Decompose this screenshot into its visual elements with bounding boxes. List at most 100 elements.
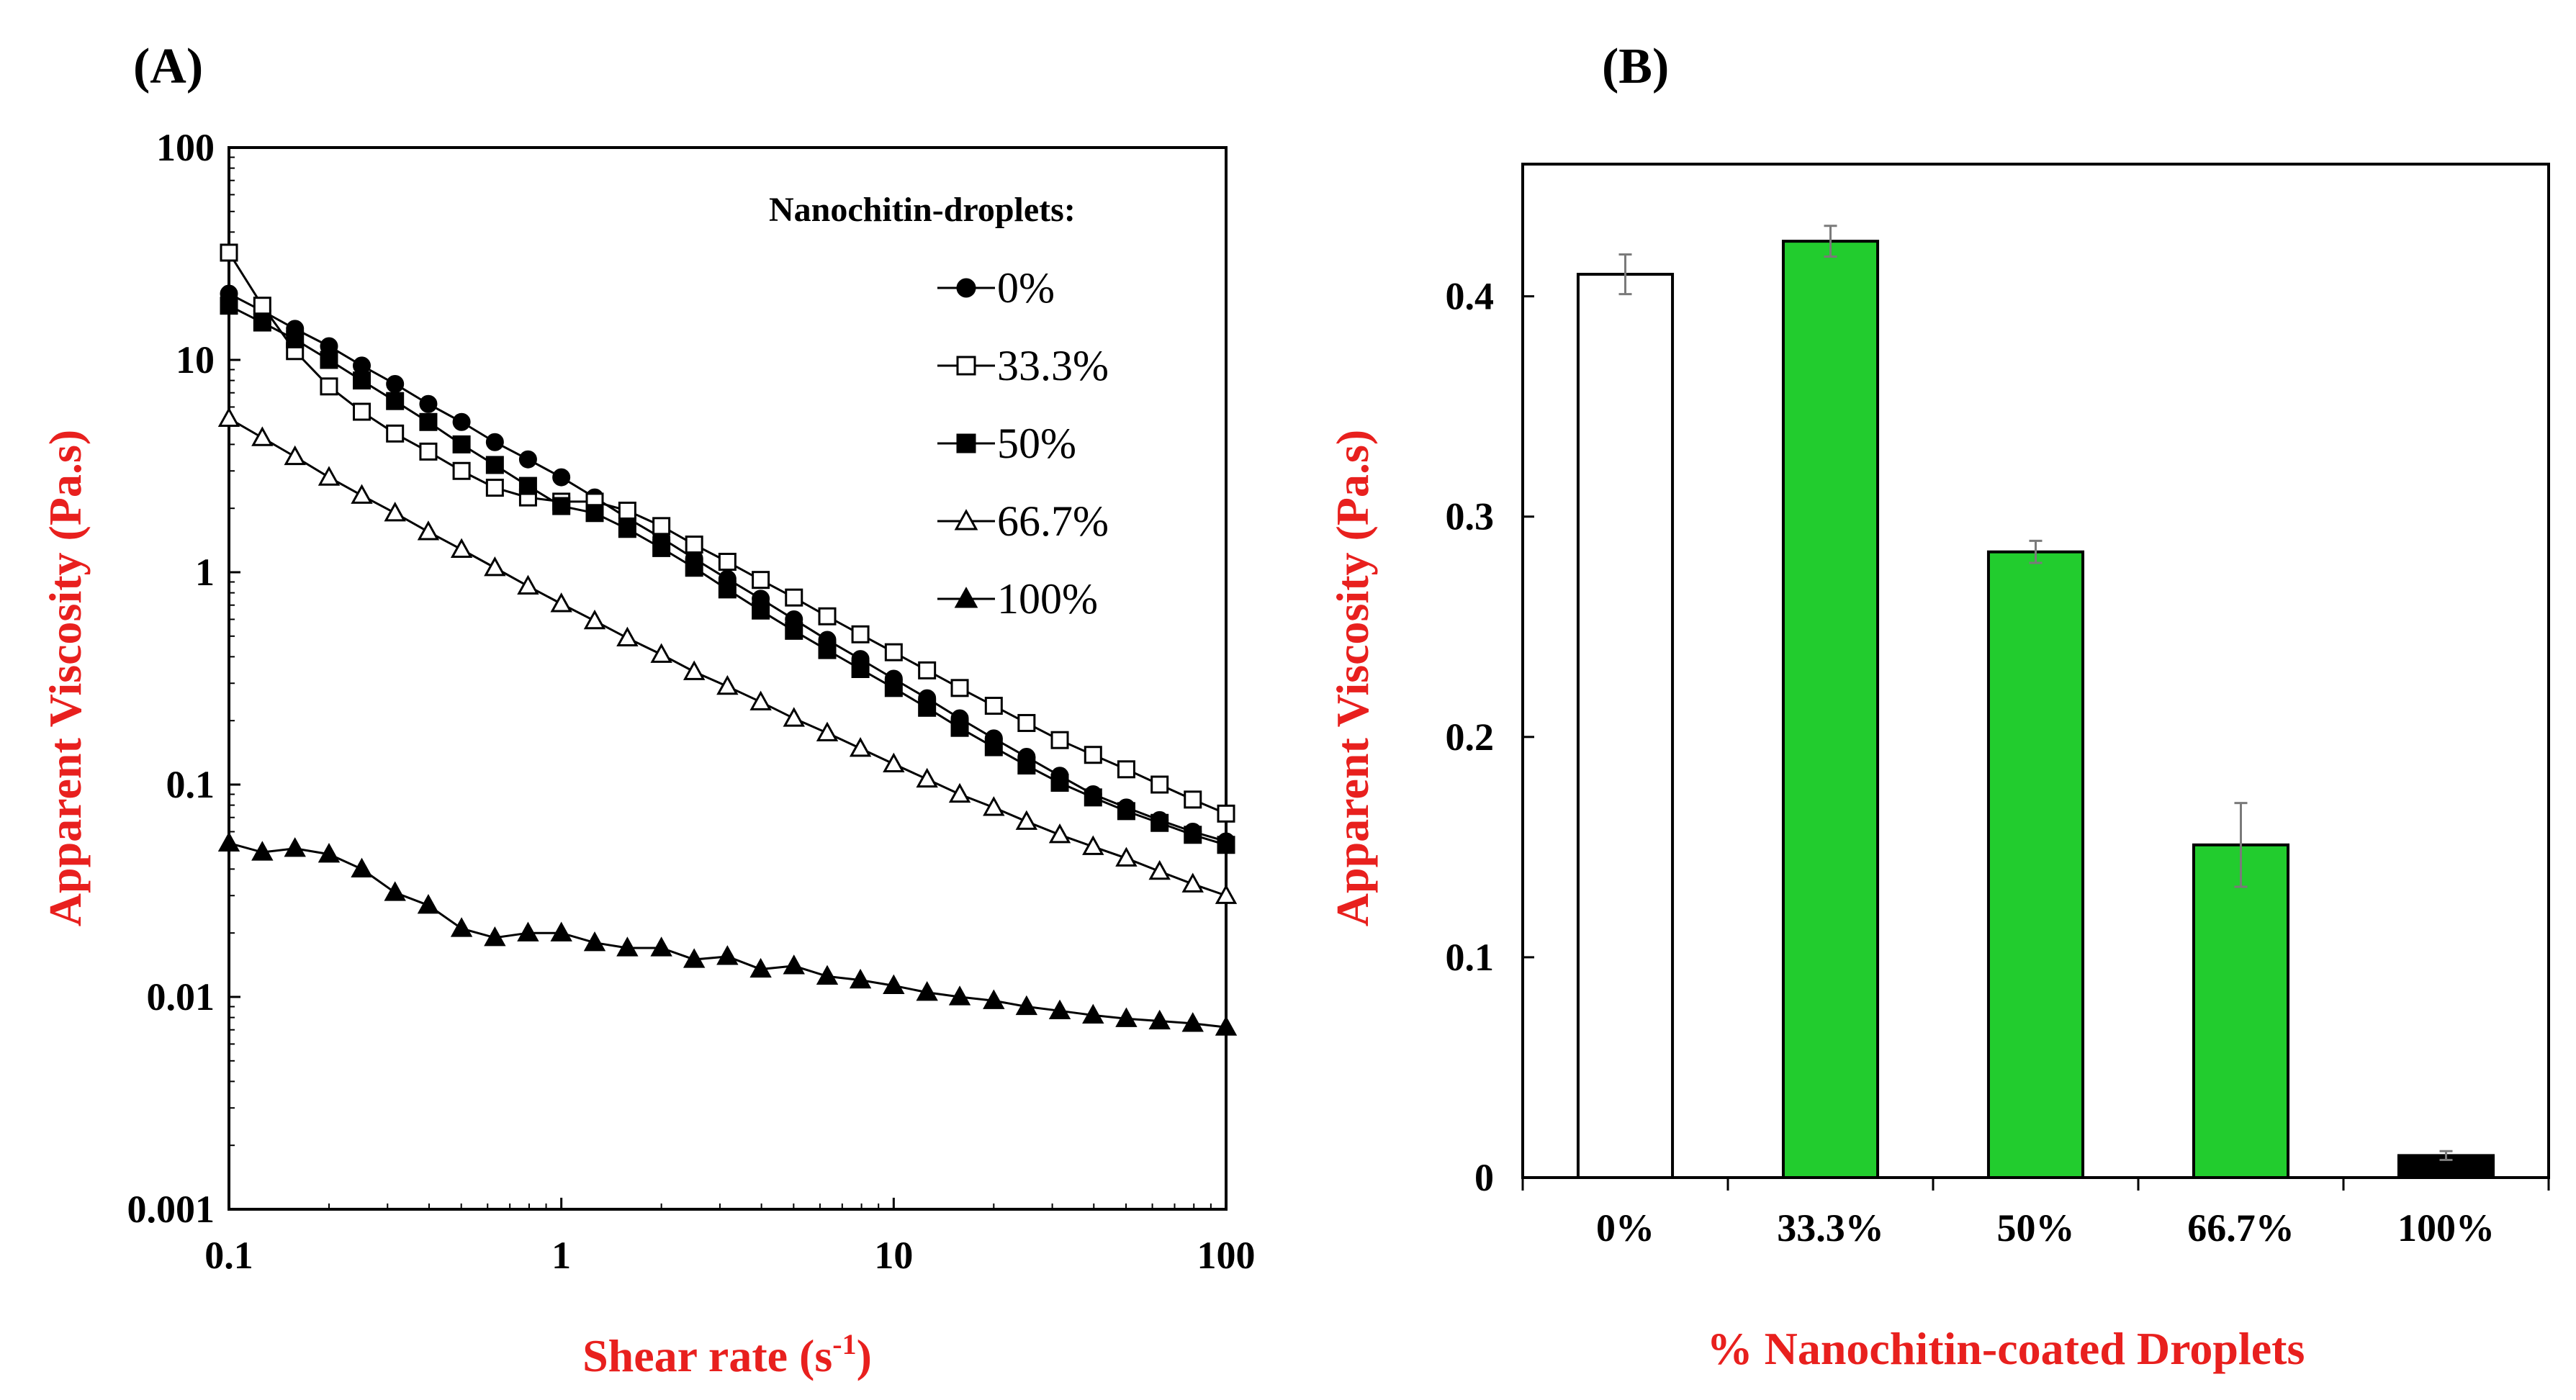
data-point <box>983 989 1005 1009</box>
data-point <box>550 592 572 613</box>
data-point <box>1150 775 1169 794</box>
data-point <box>353 402 371 421</box>
data-point <box>616 936 639 957</box>
data-point <box>718 580 737 599</box>
legend-marker <box>954 509 978 530</box>
legend-label: 100% <box>997 575 1098 623</box>
data-point <box>419 394 438 413</box>
data-point <box>849 968 872 989</box>
data-point <box>1082 835 1104 855</box>
data-point <box>950 718 969 737</box>
data-point <box>816 721 839 741</box>
series-line <box>228 417 1227 897</box>
legend-item: 33.3% <box>937 342 1109 389</box>
data-point <box>716 945 739 965</box>
panel-b-y-axis-title: Apparent Viscosity (Pa.s) <box>1327 430 1378 926</box>
data-point <box>518 477 537 495</box>
legend-title: Nanochitin-droplets: <box>769 191 1076 229</box>
data-point <box>419 412 438 431</box>
data-point <box>417 894 440 914</box>
data-point <box>752 571 770 590</box>
data-point <box>685 536 703 554</box>
data-point <box>217 407 240 427</box>
data-point <box>251 841 274 861</box>
x-tick-label: 0.1 <box>204 1234 253 1277</box>
data-point <box>650 936 672 957</box>
data-point <box>1048 999 1071 1019</box>
data-point <box>948 985 971 1006</box>
data-point <box>650 643 672 663</box>
data-point <box>1115 846 1138 867</box>
data-point <box>552 468 571 487</box>
data-point <box>253 313 271 332</box>
data-point <box>1084 788 1102 807</box>
data-point <box>785 621 803 640</box>
data-point <box>1150 813 1169 832</box>
y-tick-label: 0.4 <box>1446 275 1495 318</box>
data-point <box>386 374 405 393</box>
data-point <box>353 371 371 390</box>
data-point <box>419 442 438 461</box>
panel-b-bars <box>1576 225 2495 1180</box>
data-point <box>1117 802 1135 821</box>
bar-66.7% <box>2192 843 2290 1180</box>
data-point <box>485 456 504 474</box>
data-point <box>220 243 238 262</box>
x-tick-label: 33.3% <box>1777 1206 1884 1250</box>
data-point <box>683 948 706 968</box>
series-33.3% <box>220 243 1235 823</box>
data-point <box>517 574 539 595</box>
bar-50% <box>1986 550 2085 1179</box>
data-point <box>485 433 504 451</box>
data-point <box>818 641 837 659</box>
data-point <box>1015 810 1038 830</box>
data-point <box>253 297 271 315</box>
data-point <box>484 556 506 577</box>
panel-b-bar-chart: (B) 0 0.1 0.2 0.3 0.4 0% 33.3% 50% 66.7% 100% Ap… <box>1327 39 2550 1374</box>
panel-a-legend: Nanochitin-droplets: 0% 33.3% 50% 66.7% 100% <box>769 191 1109 623</box>
legend-label: 66.7% <box>997 497 1109 545</box>
y-tick-label: 0.2 <box>1446 715 1495 759</box>
data-point <box>984 697 1003 715</box>
y-tick-label: 100 <box>156 126 215 169</box>
data-point <box>318 842 341 863</box>
data-point <box>1082 1003 1104 1024</box>
panel-b-x-axis-title: % Nanochitin-coated Droplets <box>1707 1323 2305 1374</box>
x-tick-label: 10 <box>874 1234 913 1277</box>
data-point <box>318 466 341 486</box>
series-66.7% <box>217 407 1238 904</box>
data-point <box>217 831 240 852</box>
data-point <box>351 484 373 504</box>
y-tick-label: 0.01 <box>147 975 215 1019</box>
data-point <box>386 392 405 410</box>
data-point <box>517 921 539 941</box>
data-point <box>286 330 305 348</box>
legend-item: 100% <box>937 575 1098 623</box>
data-point <box>1181 872 1204 893</box>
data-point <box>851 659 870 678</box>
legend-item: 50% <box>937 420 1076 467</box>
data-point <box>916 981 938 1001</box>
legend-label: 0% <box>997 264 1055 312</box>
legend-marker <box>956 278 976 298</box>
data-point <box>884 643 903 661</box>
data-point <box>1215 884 1238 904</box>
data-point <box>984 738 1003 757</box>
data-point <box>1181 1012 1204 1032</box>
legend-item: 0% <box>937 264 1055 312</box>
data-point <box>716 674 739 695</box>
data-point <box>983 796 1005 816</box>
y-tick-label: 0.3 <box>1446 495 1495 538</box>
data-point <box>1117 760 1135 779</box>
x-tick-label: 66.7% <box>2187 1206 2294 1250</box>
data-point <box>948 782 971 803</box>
legend-item: 66.7% <box>937 497 1109 545</box>
y-tick-label: 0.1 <box>166 763 215 806</box>
data-point <box>220 297 238 315</box>
data-point <box>585 504 604 523</box>
y-tick-label: 0 <box>1474 1156 1494 1199</box>
data-point <box>1115 1007 1138 1027</box>
data-point <box>320 351 338 369</box>
data-point <box>816 965 839 985</box>
